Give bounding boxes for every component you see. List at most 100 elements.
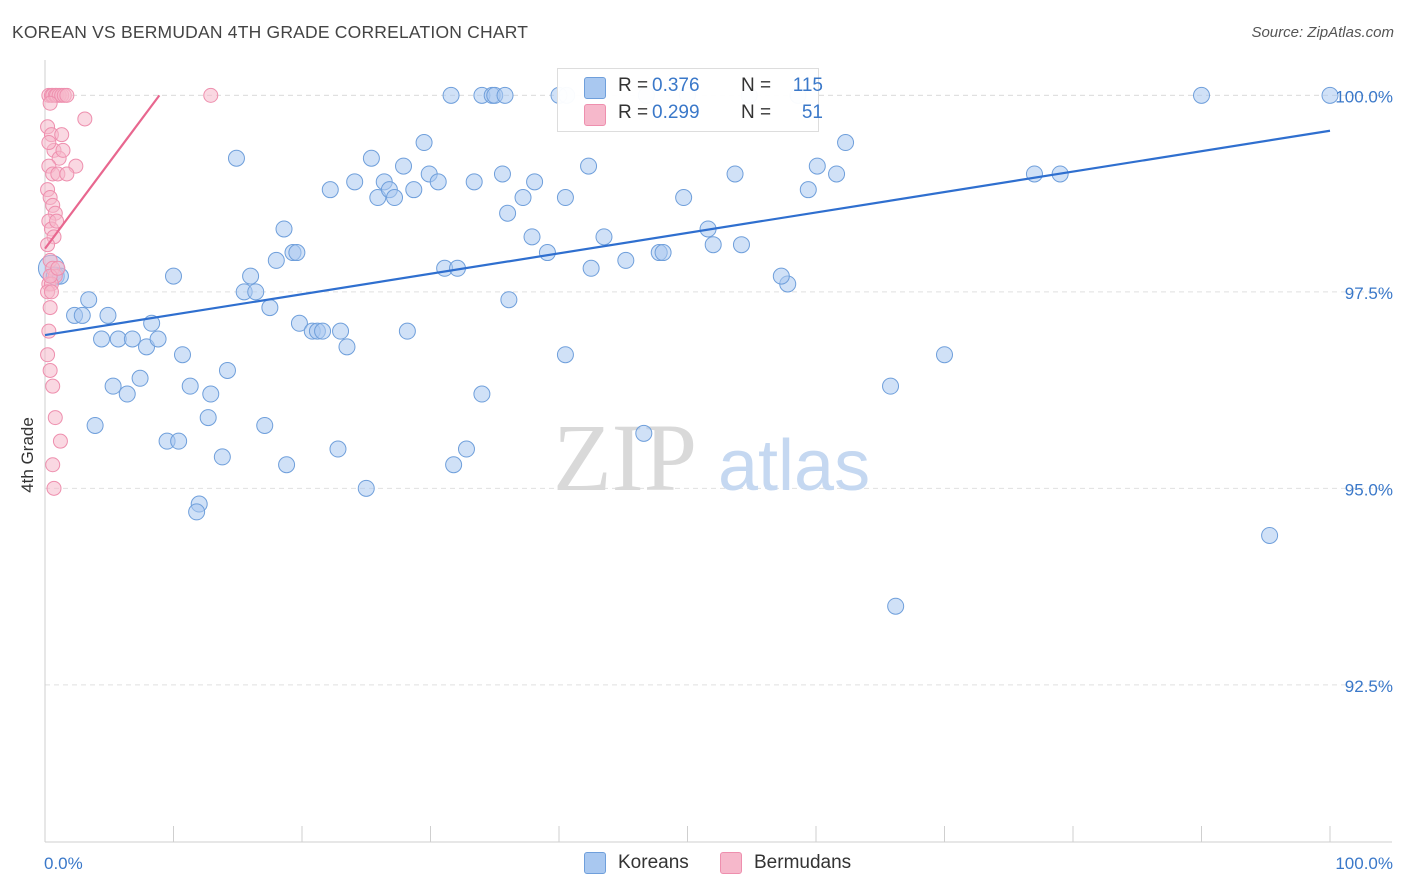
bermudan-swatch: [720, 852, 742, 874]
legend-label-koreans: Koreans: [618, 852, 689, 873]
korean-point: [704, 236, 722, 254]
legend-item-bermudans[interactable]: Bermudans: [720, 852, 851, 874]
bermudan-point: [42, 95, 58, 111]
bermudan-point: [49, 213, 65, 229]
korean-point: [526, 173, 544, 191]
korean-point: [496, 86, 514, 104]
bermudan-point: [42, 362, 58, 378]
korean-point: [321, 181, 339, 199]
y-axis-label: 4th Grade: [18, 417, 37, 493]
watermark: ZIP atlas: [553, 404, 870, 511]
korean-point: [278, 456, 296, 474]
korean-point: [442, 86, 460, 104]
korean-point: [386, 189, 404, 207]
bermudan-point: [50, 260, 66, 276]
korean-point: [173, 346, 191, 364]
korean-point: [500, 291, 518, 309]
korean-point: [357, 479, 375, 497]
source-label: Source: ZipAtlas.com: [1251, 24, 1394, 41]
watermark-atlas: atlas: [718, 426, 870, 506]
korean-point: [828, 165, 846, 183]
n-value: 51: [801, 102, 823, 123]
bermudan-swatch: [584, 104, 606, 126]
korean-swatch: [584, 77, 606, 99]
korean-point: [887, 597, 905, 615]
korean-point: [109, 330, 127, 348]
korean-point: [772, 267, 790, 285]
korean-point: [395, 157, 413, 175]
r-label: R =: [618, 75, 649, 96]
korean-point: [445, 456, 463, 474]
korean-point: [188, 503, 206, 521]
korean-point: [202, 385, 220, 403]
korean-point: [882, 377, 900, 395]
y-tick-label: 95.0%: [1345, 480, 1393, 499]
korean-point: [99, 306, 117, 324]
chart-title: KOREAN VS BERMUDAN 4TH GRADE CORRELATION…: [12, 22, 529, 42]
bermudan-point: [77, 111, 93, 127]
korean-point: [617, 251, 635, 269]
n-label: N =: [741, 102, 772, 123]
korean-point: [149, 330, 167, 348]
korean-point: [242, 267, 260, 285]
korean-point: [123, 330, 141, 348]
korean-point: [415, 134, 433, 152]
bermudan-point: [46, 480, 62, 496]
korean-point: [261, 299, 279, 317]
korean-point: [837, 134, 855, 152]
bermudan-points: [40, 87, 219, 496]
r-value: 0.299: [652, 102, 700, 123]
bermudan-point: [55, 142, 71, 158]
bermudan-point: [45, 457, 61, 473]
tick-labels: 100.0% 97.5% 95.0% 92.5% 0.0% 100.0%: [44, 87, 1393, 873]
korean-point: [93, 330, 111, 348]
korean-point: [314, 322, 332, 340]
korean-point: [213, 448, 231, 466]
korean-point: [346, 173, 364, 191]
korean-point: [199, 409, 217, 427]
legend-item-koreans[interactable]: Koreans: [584, 852, 689, 874]
korean-point: [429, 173, 447, 191]
korean-point: [726, 165, 744, 183]
bermudan-point: [52, 433, 68, 449]
bermudan-point: [59, 166, 75, 182]
bermudan-point: [203, 87, 219, 103]
korean-point: [675, 189, 693, 207]
bermudan-point: [59, 87, 75, 103]
korean-point: [398, 322, 416, 340]
korean-point: [267, 251, 285, 269]
grid-lines: [45, 94, 1392, 686]
x-tick-label: 0.0%: [44, 854, 83, 873]
legend-label-bermudans: Bermudans: [754, 852, 852, 873]
korean-trend-line: [44, 129, 1331, 337]
korean-point: [80, 291, 98, 309]
bermudan-point: [41, 135, 57, 151]
korean-point: [405, 181, 423, 199]
bermudan-point: [43, 284, 59, 300]
korean-point: [654, 244, 672, 262]
y-tick-label: 100.0%: [1335, 87, 1393, 106]
r-value: 0.376: [652, 75, 700, 96]
r-label: R =: [618, 102, 649, 123]
bermudan-point: [40, 347, 56, 363]
korean-points: [37, 86, 1339, 615]
korean-point: [288, 244, 306, 262]
korean-point: [73, 306, 91, 324]
korean-point: [118, 385, 136, 403]
korean-point: [556, 189, 574, 207]
korean-point: [218, 361, 236, 379]
korean-point: [329, 440, 347, 458]
korean-point: [523, 228, 541, 246]
korean-point: [473, 385, 491, 403]
korean-point: [936, 346, 953, 364]
bermudan-point: [54, 127, 70, 143]
korean-swatch: [584, 852, 606, 874]
korean-point: [595, 228, 613, 246]
korean-point: [799, 181, 817, 199]
watermark-zip: ZIP: [553, 404, 697, 511]
bermudan-trend-line: [44, 94, 161, 250]
korean-point: [1193, 86, 1210, 104]
korean-point: [131, 369, 149, 387]
korean-point: [165, 267, 182, 285]
y-tick-label: 92.5%: [1345, 677, 1393, 696]
